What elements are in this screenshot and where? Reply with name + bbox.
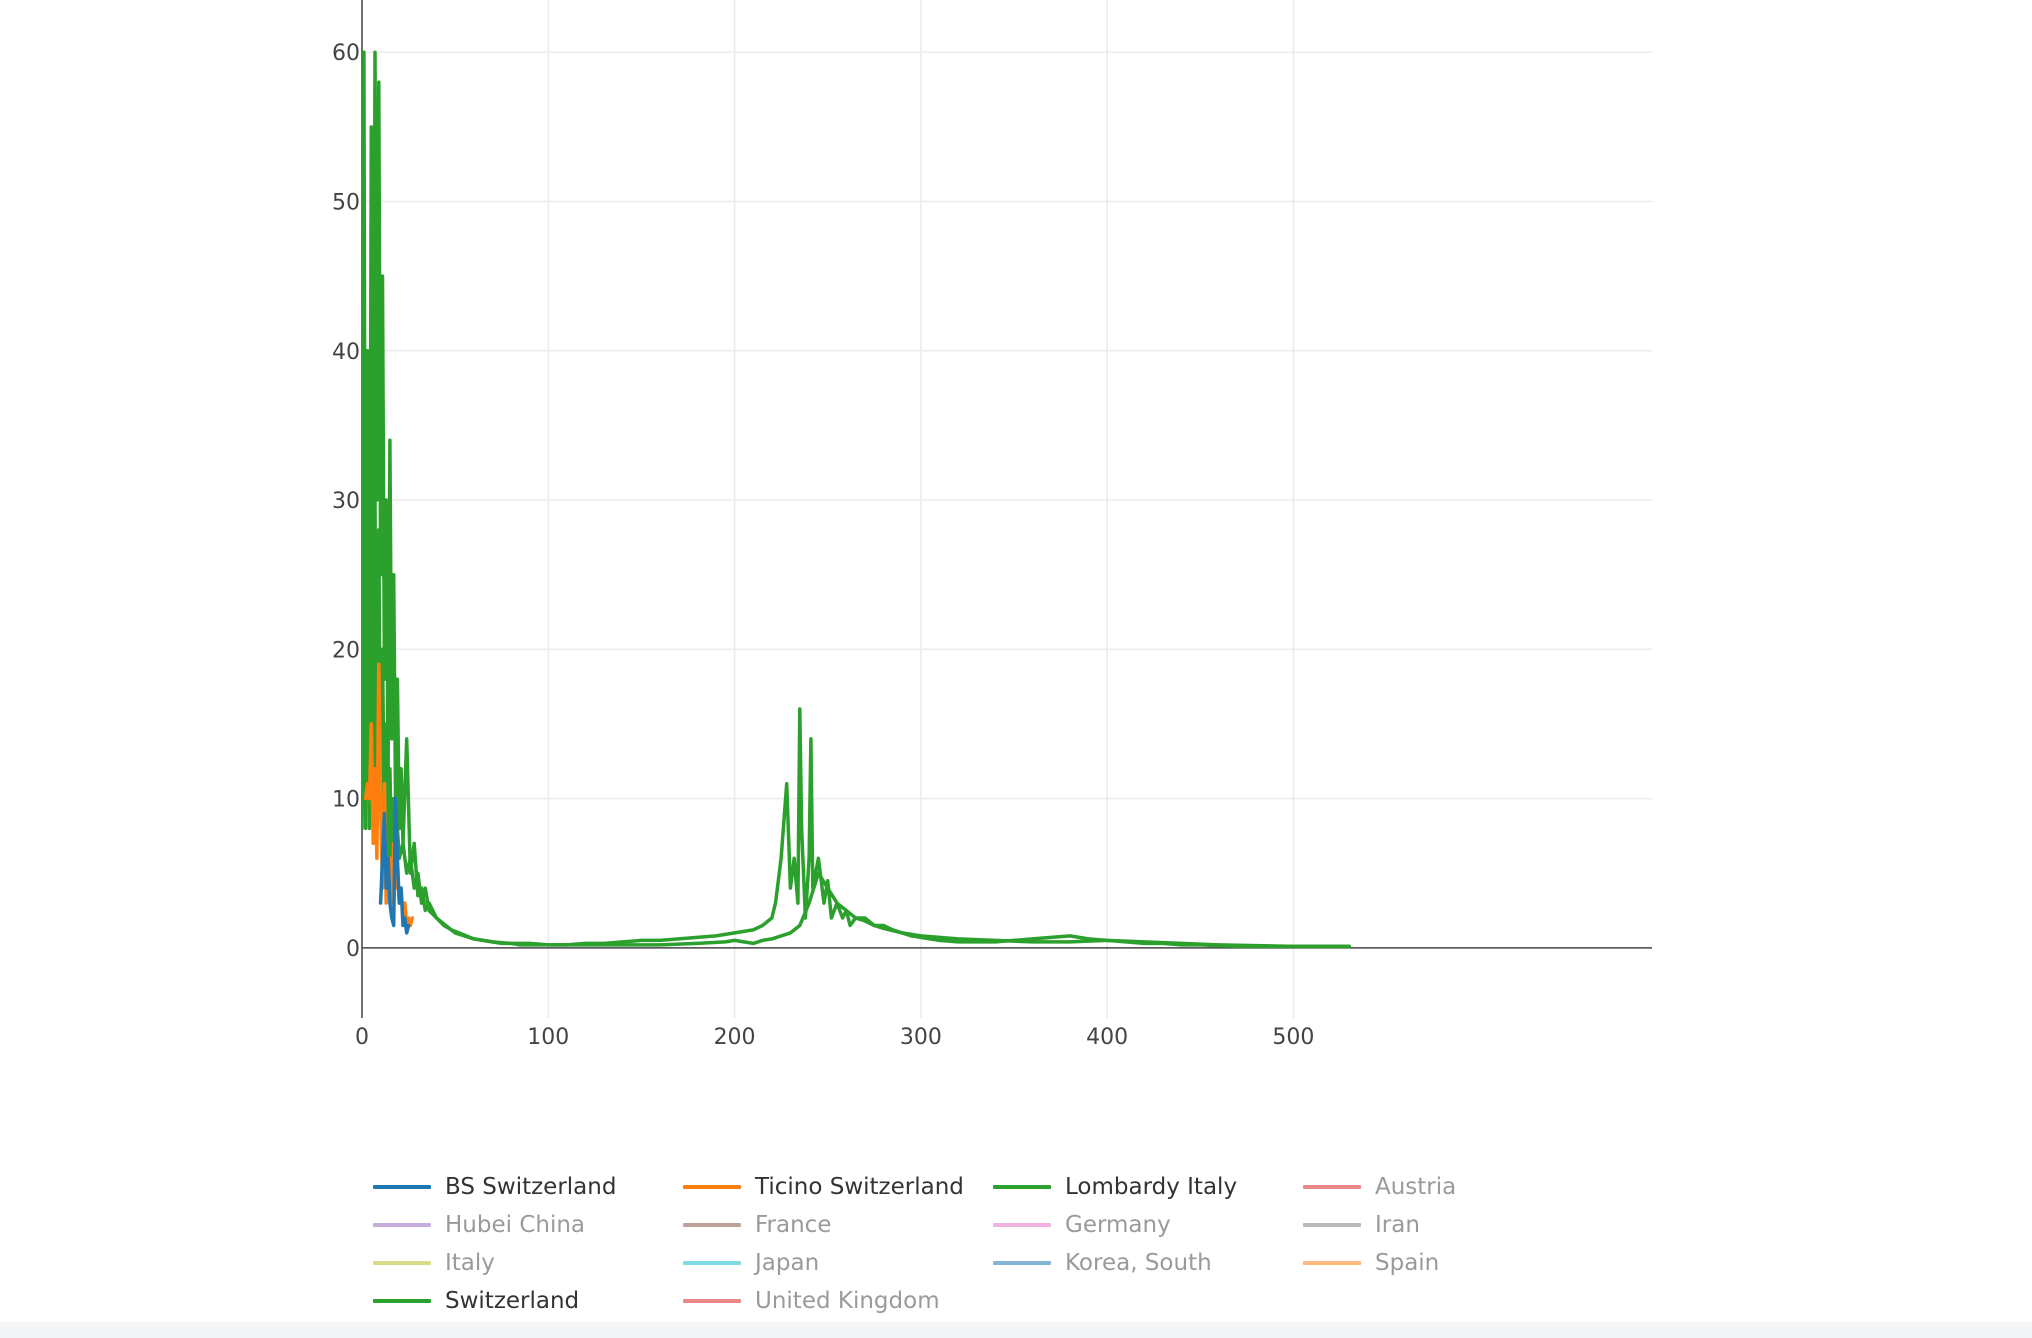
- y-tick-label: 20: [332, 638, 360, 663]
- series-line-switzerland[interactable]: [362, 498, 1352, 949]
- legend-label: Italy: [445, 1250, 495, 1276]
- series-lines: [362, 50, 1352, 949]
- x-tick-label: 300: [900, 1025, 942, 1050]
- series-line-bs-switzerland[interactable]: [378, 796, 411, 935]
- legend-item-iran[interactable]: Iran: [1303, 1206, 1613, 1244]
- legend: BS Switzerland Ticino Switzerland Lombardy…: [373, 1168, 1613, 1320]
- legend-label: BS Switzerland: [445, 1174, 617, 1200]
- y-tick-label: 50: [332, 191, 360, 216]
- legend-label: Switzerland: [445, 1288, 580, 1314]
- series-line-lombardy-italy[interactable]: [362, 50, 1352, 949]
- legend-swatch: [373, 1299, 431, 1303]
- x-tick-label: 0: [355, 1025, 369, 1050]
- x-tick-label: 200: [714, 1025, 756, 1050]
- legend-item-france[interactable]: France: [683, 1206, 993, 1244]
- line-chart[interactable]: 0 100 200 300 400 500 0 10 20 30 40 50 60: [0, 0, 2032, 1140]
- legend-label: Germany: [1065, 1212, 1171, 1238]
- legend-label: Japan: [755, 1250, 820, 1276]
- legend-item-japan[interactable]: Japan: [683, 1244, 993, 1282]
- legend-item-germany[interactable]: Germany: [993, 1206, 1303, 1244]
- legend-label: Iran: [1375, 1212, 1420, 1238]
- grid-lines: [362, 0, 1652, 1018]
- legend-swatch: [683, 1223, 741, 1227]
- y-tick-label: 0: [346, 937, 360, 962]
- x-tick-label: 400: [1086, 1025, 1128, 1050]
- legend-item-hubei-china[interactable]: Hubei China: [373, 1206, 683, 1244]
- legend-item-austria[interactable]: Austria: [1303, 1168, 1613, 1206]
- legend-swatch: [1303, 1261, 1361, 1265]
- legend-swatch: [1303, 1185, 1361, 1189]
- legend-swatch: [373, 1223, 431, 1227]
- legend-label: Hubei China: [445, 1212, 586, 1238]
- legend-swatch: [373, 1185, 431, 1189]
- legend-item-switzerland[interactable]: Switzerland: [373, 1282, 683, 1320]
- legend-swatch: [683, 1261, 741, 1265]
- tick-labels: 0 100 200 300 400 500 0 10 20 30 40 50 60: [332, 41, 1314, 1050]
- legend-label: United Kingdom: [755, 1288, 940, 1314]
- legend-item-lombardy-italy[interactable]: Lombardy Italy: [993, 1168, 1303, 1206]
- bottom-strip: [0, 1322, 2032, 1338]
- legend-item-korea-south[interactable]: Korea, South: [993, 1244, 1303, 1282]
- legend-swatch: [993, 1223, 1051, 1227]
- legend-swatch: [683, 1185, 741, 1189]
- legend-swatch: [993, 1261, 1051, 1265]
- legend-item-united-kingdom[interactable]: United Kingdom: [683, 1282, 993, 1320]
- legend-label: Ticino Switzerland: [755, 1174, 964, 1200]
- legend-label: France: [755, 1212, 832, 1238]
- y-tick-label: 60: [332, 41, 360, 66]
- legend-swatch: [683, 1299, 741, 1303]
- legend-swatch: [373, 1261, 431, 1265]
- x-tick-label: 500: [1272, 1025, 1314, 1050]
- axes: [361, 0, 1652, 1018]
- y-tick-label: 10: [332, 788, 360, 813]
- legend-label: Austria: [1375, 1174, 1457, 1200]
- legend-item-spain[interactable]: Spain: [1303, 1244, 1613, 1282]
- legend-item-bs-switzerland[interactable]: BS Switzerland: [373, 1168, 683, 1206]
- legend-item-italy[interactable]: Italy: [373, 1244, 683, 1282]
- legend-item-ticino-switzerland[interactable]: Ticino Switzerland: [683, 1168, 993, 1206]
- x-tick-label: 100: [527, 1025, 569, 1050]
- legend-label: Korea, South: [1065, 1250, 1212, 1276]
- legend-label: Spain: [1375, 1250, 1440, 1276]
- legend-swatch: [993, 1185, 1051, 1189]
- legend-swatch: [1303, 1223, 1361, 1227]
- y-tick-label: 30: [332, 489, 360, 514]
- y-tick-label: 40: [332, 340, 360, 365]
- legend-label: Lombardy Italy: [1065, 1174, 1238, 1200]
